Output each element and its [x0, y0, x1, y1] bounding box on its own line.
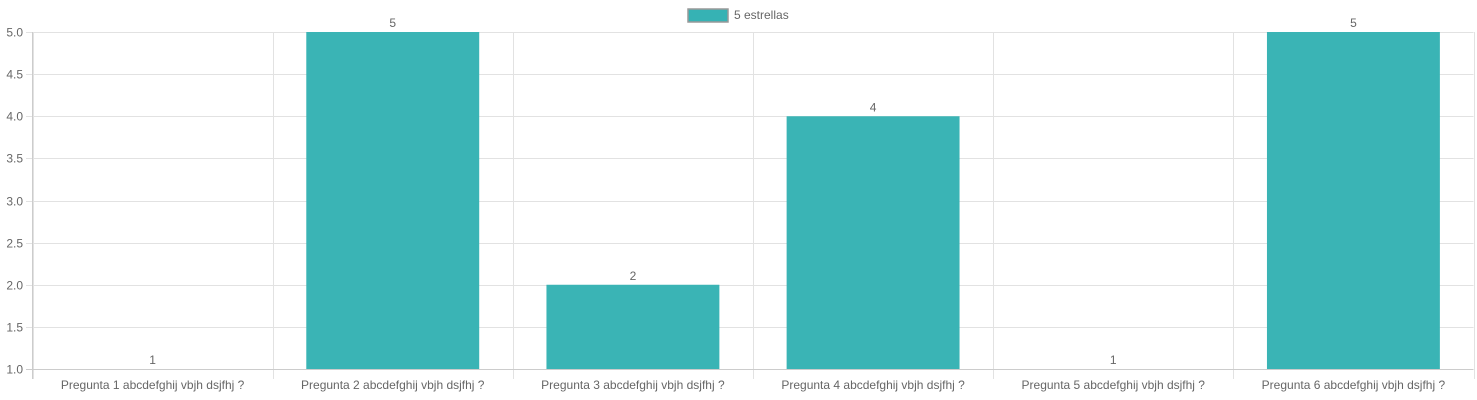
y-tick-label: 1.0	[6, 363, 23, 377]
x-tick-label: Pregunta 5 abcdefghij vbjh dsjfhj ?	[1022, 378, 1206, 392]
data-label: 5	[1350, 16, 1357, 30]
x-tick-label: Pregunta 3 abcdefghij vbjh dsjfhj ?	[541, 378, 725, 392]
data-labels: 1 5 2 4 1 5	[149, 16, 1357, 367]
bar	[546, 284, 720, 369]
bars	[306, 32, 1440, 369]
y-tick-label: 1.5	[6, 321, 23, 335]
bar	[1266, 32, 1440, 369]
x-tick-label: Pregunta 6 abcdefghij vbjh dsjfhj ?	[1262, 378, 1446, 392]
data-label: 1	[149, 353, 156, 367]
y-tick-label: 4.0	[6, 110, 23, 124]
data-label: 4	[870, 100, 877, 114]
x-axis: Pregunta 1 abcdefghij vbjh dsjfhj ? Pregu…	[26, 369, 1474, 392]
bar	[306, 32, 480, 369]
x-tick-label: Pregunta 4 abcdefghij vbjh dsjfhj ?	[781, 378, 965, 392]
y-tick-label: 2.5	[6, 237, 23, 251]
y-axis: 5.0 4.5 4.0 3.5 3.0 2.5 2.0 1.5 1.0	[6, 26, 33, 379]
y-tick-label: 3.0	[6, 195, 23, 209]
legend-label: 5 estrellas	[734, 8, 789, 22]
grid	[26, 32, 1475, 379]
data-label: 1	[1110, 353, 1117, 367]
y-tick-label: 3.5	[6, 152, 23, 166]
y-tick-label: 2.0	[6, 279, 23, 293]
legend-swatch	[687, 8, 729, 23]
bar	[786, 116, 960, 369]
data-label: 5	[389, 16, 396, 30]
y-tick-label: 4.5	[6, 68, 23, 82]
y-tick-label: 5.0	[6, 26, 23, 40]
x-tick-label: Pregunta 2 abcdefghij vbjh dsjfhj ?	[301, 378, 485, 392]
x-tick-label: Pregunta 1 abcdefghij vbjh dsjfhj ?	[61, 378, 245, 392]
legend[interactable]: 5 estrellas	[687, 8, 789, 23]
data-label: 2	[630, 269, 637, 283]
